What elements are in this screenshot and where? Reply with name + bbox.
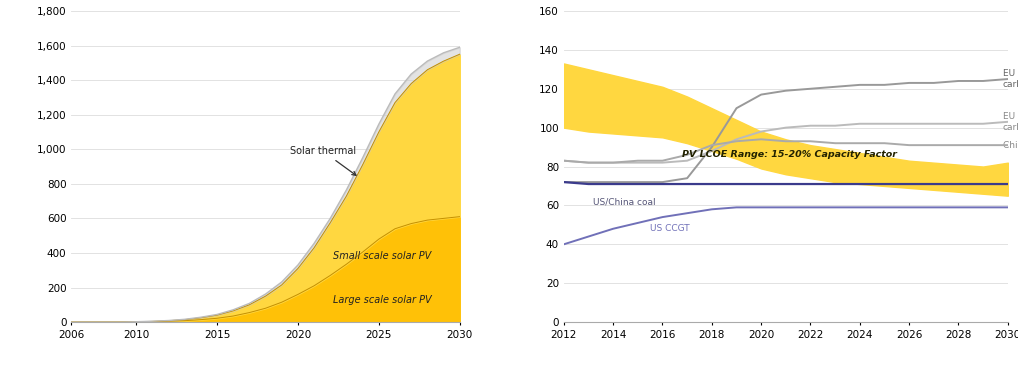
Text: PV LCOE Range: 15-20% Capacity Factor: PV LCOE Range: 15-20% Capacity Factor	[682, 150, 897, 159]
Text: Large scale solar PV: Large scale solar PV	[334, 295, 432, 305]
Text: Small scale solar PV: Small scale solar PV	[334, 251, 432, 261]
Text: EU coal +
carbon: EU coal + carbon	[1003, 69, 1018, 89]
Text: China CCGT: China CCGT	[1003, 141, 1018, 150]
Text: Solar thermal: Solar thermal	[290, 146, 356, 175]
Text: US/China coal: US/China coal	[593, 198, 656, 207]
Text: EU CCGT +
carbon: EU CCGT + carbon	[1003, 112, 1018, 131]
Text: US CCGT: US CCGT	[651, 224, 690, 233]
